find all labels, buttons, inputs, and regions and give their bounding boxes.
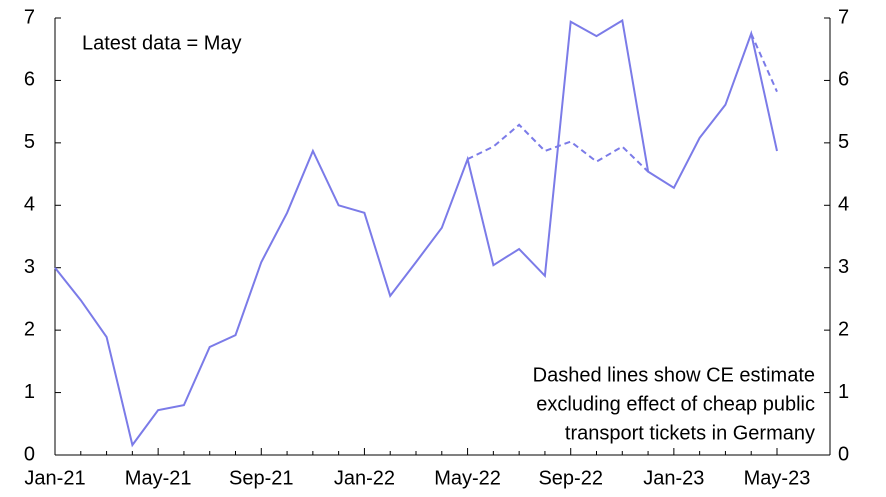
y-tick-label: 4: [24, 194, 35, 216]
y2-tick-label: 5: [838, 131, 849, 153]
x-tick-label: Jan-21: [24, 467, 85, 489]
x-tick-label: Jan-22: [334, 467, 395, 489]
y2-tick-label: 1: [838, 381, 849, 403]
series-line: [54, 18, 778, 448]
annotation: Latest data = May: [82, 32, 242, 54]
annotation: excluding effect of cheap public: [536, 393, 815, 415]
y2-tick-label: 4: [838, 194, 849, 216]
x-tick-label: Sep-21: [229, 467, 294, 489]
y-tick-label: 2: [24, 318, 35, 340]
y-tick-label: 0: [24, 443, 35, 465]
x-tick-label: Jan-23: [643, 467, 704, 489]
y-tick-label: 6: [24, 69, 35, 91]
y2-tick-label: 0: [838, 443, 849, 465]
y-tick-label: 1: [24, 381, 35, 403]
y-tick-label: 5: [24, 131, 35, 153]
series-line: [750, 33, 778, 93]
y2-tick-label: 7: [838, 6, 849, 28]
y-tick-label: 3: [24, 256, 35, 278]
annotation: Dashed lines show CE estimate: [533, 364, 815, 386]
y2-tick-label: 6: [838, 69, 849, 91]
x-tick-label: May-22: [434, 467, 501, 489]
series-line: [467, 123, 649, 173]
x-tick-label: May-21: [125, 467, 192, 489]
x-tick-label: Sep-22: [538, 467, 603, 489]
y2-tick-label: 3: [838, 256, 849, 278]
annotation: transport tickets in Germany: [565, 422, 815, 444]
y-tick-label: 7: [24, 6, 35, 28]
x-tick-label: May-23: [744, 467, 811, 489]
y2-tick-label: 2: [838, 318, 849, 340]
